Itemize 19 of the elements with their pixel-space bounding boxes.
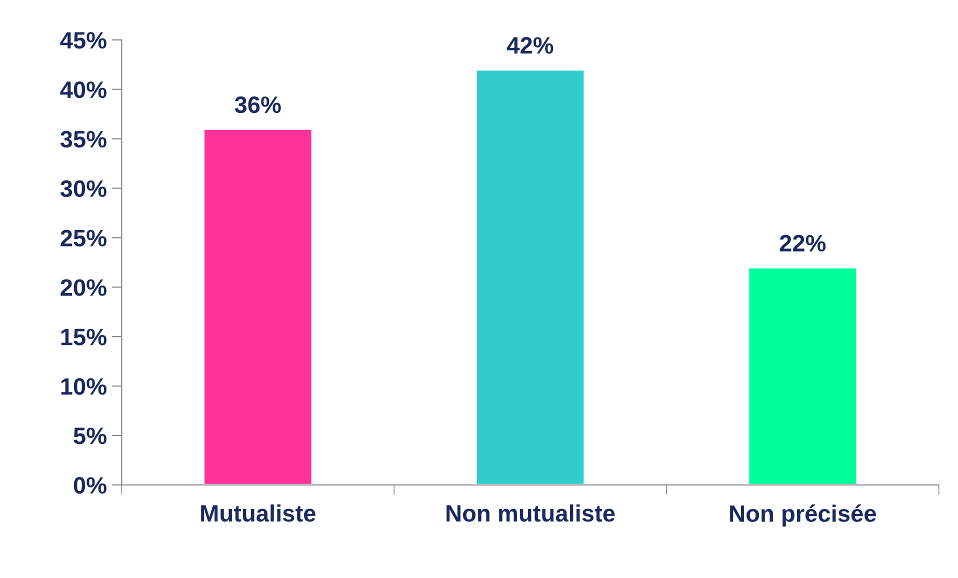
y-tick-label: 30% (60, 180, 106, 198)
data-label: 22% (780, 234, 826, 252)
x-tick-label: Mutualiste (201, 504, 316, 522)
data-label: 36% (234, 96, 281, 114)
y-tick-label: 10% (61, 378, 106, 395)
bar (474, 68, 586, 485)
data-label: 42% (506, 37, 554, 54)
y-tick-label: 35% (60, 130, 106, 148)
y-tick-label: 40% (60, 81, 106, 98)
bar (202, 128, 314, 485)
x-tick-label: Non mutualiste (446, 504, 615, 522)
y-tick-label: 15% (61, 328, 106, 346)
bar (747, 266, 858, 485)
y-tick-label: 25% (60, 230, 106, 246)
y-tick-label: 45% (60, 32, 106, 49)
y-tick-label: 0% (74, 477, 106, 494)
y-tick-label: 5% (74, 428, 106, 444)
y-tick-label: 20% (60, 279, 106, 296)
x-tick-label: Non précisée (730, 504, 876, 527)
